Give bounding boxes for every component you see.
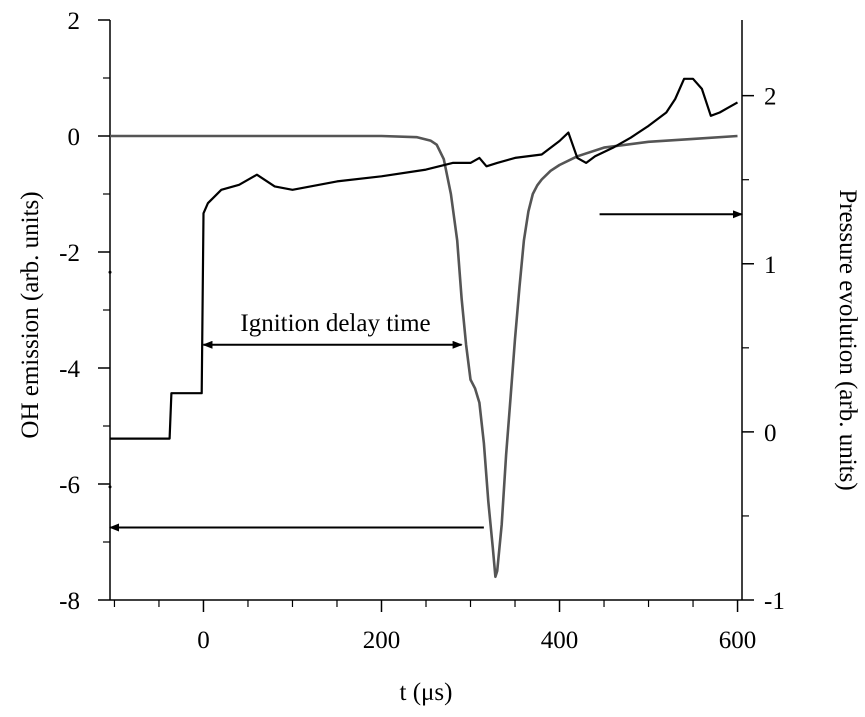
axis-dot-mark [108, 270, 112, 274]
x-axis: 0 200 400 600 [113, 600, 757, 654]
x-tick-label: 200 [363, 627, 401, 654]
y-left-tick-label: -8 [59, 588, 80, 615]
x-tick-label: 0 [197, 627, 210, 654]
y-left-tick-label: 0 [68, 124, 81, 151]
x-tick-label: 400 [541, 627, 579, 654]
y-axis-left-title: OH emission (arb. units) [17, 191, 44, 438]
y-right-tick-label: 1 [764, 252, 777, 279]
y-axis-right-title: Pressure evolution (arb. units) [834, 189, 861, 490]
y-right-tick-label: 2 [764, 84, 777, 111]
y-left-tick-label: -4 [59, 356, 80, 383]
x-tick-label: 600 [719, 627, 757, 654]
series-layer [108, 77, 739, 579]
x-axis-title: t (μs) [400, 679, 453, 706]
pressure-evolution-series [110, 77, 739, 440]
y-axis-right: -1 0 1 2 [742, 84, 785, 615]
y-right-tick-label: -1 [764, 588, 785, 615]
y-left-tick-label: -6 [59, 472, 80, 499]
ignition-delay-label: Ignition delay time [240, 310, 430, 337]
y-left-tick-label: 2 [68, 8, 81, 35]
axis-dot-mark [108, 485, 112, 489]
annotation-layer: Ignition delay time [109, 210, 743, 532]
y-left-tick-label: -2 [59, 240, 80, 267]
oh-emission-series [110, 134, 738, 579]
y-right-tick-label: 0 [764, 420, 777, 447]
y-axis-left: -8 -6 -4 -2 0 2 [59, 8, 110, 615]
